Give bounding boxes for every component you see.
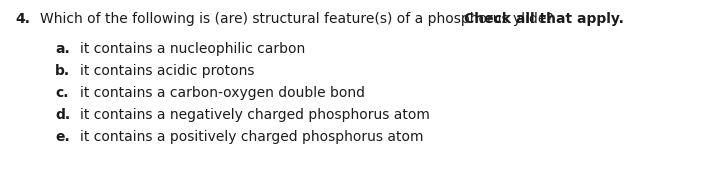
Text: a.: a. [55, 42, 70, 56]
Text: it contains acidic protons: it contains acidic protons [80, 64, 255, 78]
Text: Check all that apply.: Check all that apply. [463, 12, 623, 26]
Text: it contains a negatively charged phosphorus atom: it contains a negatively charged phospho… [80, 108, 430, 122]
Text: b.: b. [55, 64, 70, 78]
Text: it contains a positively charged phosphorus atom: it contains a positively charged phospho… [80, 130, 424, 144]
Text: it contains a carbon-oxygen double bond: it contains a carbon-oxygen double bond [80, 86, 365, 100]
Text: Which of the following is (are) structural feature(s) of a phosphorus ylide?: Which of the following is (are) structur… [40, 12, 558, 26]
Text: it contains a nucleophilic carbon: it contains a nucleophilic carbon [80, 42, 305, 56]
Text: c.: c. [55, 86, 68, 100]
Text: 4.: 4. [15, 12, 30, 26]
Text: d.: d. [55, 108, 70, 122]
Text: e.: e. [55, 130, 70, 144]
